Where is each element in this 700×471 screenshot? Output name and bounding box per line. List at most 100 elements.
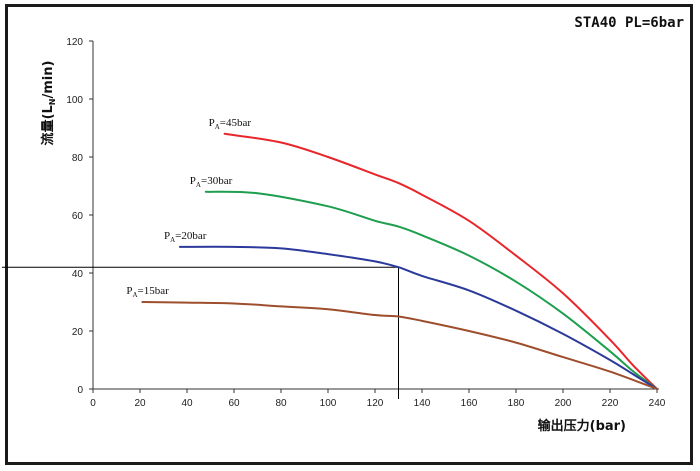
series-2-point-6 xyxy=(421,275,423,277)
series-line-2 xyxy=(178,245,658,390)
series-2-point-7 xyxy=(468,289,470,291)
series-0-point-7 xyxy=(515,255,517,257)
x-tick-label: 140 xyxy=(414,398,431,409)
x-tick-label: 240 xyxy=(649,398,666,409)
series-0-point-9 xyxy=(609,339,611,341)
series-1-point-4 xyxy=(398,226,400,228)
series-1-point-9 xyxy=(609,350,611,352)
y-axis-label: 流量(LN/min) xyxy=(40,61,57,146)
series-label-1: PA=30bar xyxy=(190,175,233,189)
x-tick-label: 100 xyxy=(320,398,337,409)
y-tick-label: 100 xyxy=(66,95,83,106)
series-3-point-10 xyxy=(562,356,564,358)
series-1-point-1 xyxy=(257,192,259,194)
x-tick-label: 120 xyxy=(367,398,384,409)
series-3-point-7 xyxy=(421,320,423,322)
series-1-point-2 xyxy=(327,205,329,207)
series-3-point-11 xyxy=(609,371,611,373)
x-axis-label: 输出压力(bar) xyxy=(538,418,626,434)
series-label-sub: A xyxy=(132,291,137,299)
series-2-point-4 xyxy=(374,260,376,262)
series-label-rest: =45bar xyxy=(220,117,252,129)
series-group xyxy=(141,132,658,390)
series-label-2: PA=20bar xyxy=(164,230,207,244)
series-1-point-8 xyxy=(562,313,564,315)
y-axis-label-main: 流量(L xyxy=(40,105,56,145)
series-2-point-2 xyxy=(280,247,282,249)
series-2-point-0 xyxy=(179,246,181,248)
axes: 0 20 40 60 80 100 120 140 160 180 200 220 240 0 20 40 60… xyxy=(66,37,665,409)
series-2-point-3 xyxy=(327,253,329,255)
series-label-0: PA=45bar xyxy=(209,117,252,131)
series-3-point-3 xyxy=(280,305,282,307)
series-label-p: P xyxy=(209,117,215,129)
series-line-0 xyxy=(223,132,658,390)
series-line-3 xyxy=(141,301,658,390)
series-3-point-1 xyxy=(186,302,188,304)
x-tick-label: 220 xyxy=(602,398,619,409)
series-0-point-5 xyxy=(421,194,423,196)
series-1-point-0 xyxy=(205,191,207,193)
series-0-point-0 xyxy=(224,133,226,135)
series-3-point-8 xyxy=(468,330,470,332)
series-3-point-0 xyxy=(141,301,143,303)
series-2-point-11 xyxy=(633,374,635,376)
series-2-point-10 xyxy=(609,359,611,361)
series-0-point-2 xyxy=(327,156,329,158)
x-tick-label: 80 xyxy=(275,398,287,409)
y-tick-label: 120 xyxy=(66,37,83,48)
series-1-point-7 xyxy=(515,281,517,283)
y-axis-label-tail: /min) xyxy=(41,61,56,99)
series-label-sub: A xyxy=(215,123,220,131)
series-1-point-10 xyxy=(633,371,635,373)
series-1-point-6 xyxy=(468,255,470,257)
x-tick-label: 40 xyxy=(181,398,193,409)
series-0-point-4 xyxy=(398,182,400,184)
series-0-point-8 xyxy=(562,292,564,294)
series-2-point-1 xyxy=(233,246,235,248)
y-tick-label: 0 xyxy=(77,385,83,396)
x-tick-label: 160 xyxy=(461,398,478,409)
series-2-point-9 xyxy=(562,333,564,335)
x-tick-label: 20 xyxy=(134,398,146,409)
series-0-point-10 xyxy=(633,365,635,367)
x-tick-label: 180 xyxy=(508,398,525,409)
x-tick-label: 60 xyxy=(228,398,240,409)
y-axis-label-sub: N xyxy=(48,99,57,106)
series-label-p: P xyxy=(164,230,170,242)
y-tick-label: 20 xyxy=(72,327,84,338)
x-tick-label: 200 xyxy=(555,398,572,409)
series-label-3: PA=15bar xyxy=(126,285,169,299)
series-label-rest: =15bar xyxy=(138,285,170,297)
x-tick-label: 0 xyxy=(90,398,96,409)
series-label-p: P xyxy=(190,175,196,187)
series-0-point-3 xyxy=(374,173,376,175)
y-tick-label: 80 xyxy=(72,153,84,164)
y-tick-label: 40 xyxy=(72,269,84,280)
series-label-p: P xyxy=(126,285,132,297)
svg-text:流量(LN/min): 流量(LN/min) xyxy=(40,61,57,146)
series-3-point-5 xyxy=(374,314,376,316)
series-3-point-2 xyxy=(233,302,235,304)
series-0-point-1 xyxy=(280,142,282,144)
series-3-point-6 xyxy=(398,316,400,318)
series-3-point-4 xyxy=(327,308,329,310)
chart-title: STA40 PL=6bar xyxy=(574,15,684,31)
reference-lines xyxy=(2,266,399,399)
series-label-sub: A xyxy=(170,236,175,244)
series-3-point-12 xyxy=(656,388,658,390)
chart-frame xyxy=(5,4,693,465)
series-label-rest: =20bar xyxy=(175,230,207,242)
series-1-point-3 xyxy=(374,220,376,222)
series-2-point-5 xyxy=(398,266,400,268)
series-2-point-8 xyxy=(515,310,517,312)
series-label-sub: A xyxy=(196,181,201,189)
series-label-rest: =30bar xyxy=(201,175,233,187)
series-line-1 xyxy=(204,190,658,390)
series-0-point-6 xyxy=(468,220,470,222)
series-3-point-9 xyxy=(515,342,517,344)
series-1-point-5 xyxy=(421,234,423,236)
y-tick-label: 60 xyxy=(72,211,84,222)
